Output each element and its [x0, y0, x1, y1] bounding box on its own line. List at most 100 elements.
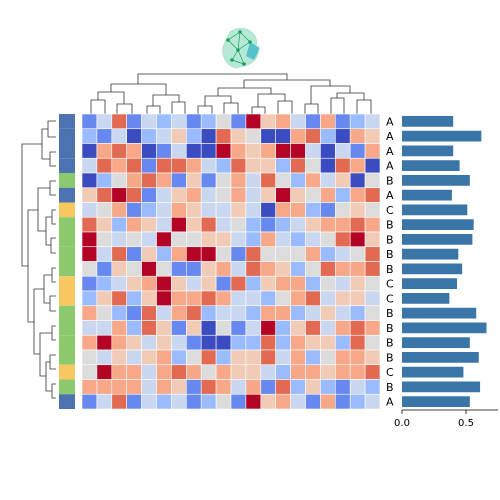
heatmap-cell — [245, 187, 262, 203]
heatmap-cell — [215, 202, 232, 218]
row-label: C — [386, 278, 394, 291]
heatmap-cell — [290, 320, 306, 336]
heatmap-cell — [96, 231, 113, 248]
heatmap-cell — [245, 349, 262, 366]
heatmap-cell — [171, 113, 187, 130]
heatmap-cell — [171, 364, 187, 380]
heatmap-cell — [364, 379, 381, 395]
heatmap-cell — [186, 202, 202, 218]
heatmap-cell — [245, 393, 262, 410]
heatmap-cell — [171, 261, 187, 277]
heatmap-cell — [334, 216, 351, 233]
heatmap-cell — [290, 305, 306, 321]
row-color-cell — [59, 261, 75, 277]
heatmap-cell — [141, 202, 157, 218]
heatmap-cell — [334, 187, 351, 203]
heatmap-cell — [334, 113, 351, 130]
row-label: B — [386, 219, 394, 232]
heatmap-cell — [230, 364, 247, 380]
row-color-cell — [59, 232, 75, 247]
heatmap-cell — [305, 113, 321, 130]
heatmap-cell — [334, 246, 351, 262]
heatmap-cell — [81, 157, 98, 174]
heatmap-cell — [245, 231, 262, 248]
heatmap-cell — [349, 275, 366, 292]
heatmap-cell — [96, 143, 113, 159]
heatmap-cell — [245, 157, 262, 174]
heatmap-cell — [126, 364, 142, 380]
heatmap-cell — [156, 393, 172, 410]
heatmap-cell — [305, 231, 321, 248]
heatmap-cell — [349, 157, 366, 174]
heatmap-cell — [364, 320, 381, 336]
row-color-cell — [59, 320, 75, 336]
heatmap-cell — [334, 157, 351, 174]
heatmap-cell — [156, 172, 172, 189]
heatmap-cell — [81, 187, 98, 203]
heatmap-cell — [230, 261, 247, 277]
heatmap-cell — [349, 261, 366, 277]
row-color-cell — [59, 394, 75, 409]
row-color-cell — [59, 364, 75, 380]
heatmap-cell — [320, 157, 336, 174]
heatmap-cell — [364, 334, 381, 351]
heatmap-cell — [141, 128, 157, 144]
heatmap-cell — [245, 216, 262, 233]
heatmap-cell — [230, 231, 247, 248]
heatmap-cell — [290, 275, 306, 292]
heatmap-cell — [171, 128, 187, 144]
row-color-cell — [59, 173, 75, 188]
heatmap-cell — [215, 349, 232, 366]
heatmap-cell — [186, 379, 202, 395]
heatmap-cell — [245, 202, 262, 218]
heatmap-cell — [81, 393, 98, 410]
heatmap-cell — [215, 305, 232, 321]
heatmap-cell — [364, 172, 381, 189]
bar-x-axis: 0.0 0.5 — [394, 409, 498, 429]
heatmap-cell — [141, 305, 157, 321]
heatmap-cell — [320, 113, 336, 130]
heatmap-cell — [126, 216, 142, 233]
heatmap-cell — [81, 349, 98, 366]
heatmap-cell — [81, 246, 98, 262]
heatmap-cell — [320, 128, 336, 144]
row-label: B — [386, 233, 394, 246]
heatmap-cell — [171, 143, 187, 159]
heatmap-cell — [96, 172, 113, 189]
row-label: A — [386, 396, 394, 409]
heatmap-cell — [349, 379, 366, 395]
row-label: A — [386, 189, 394, 202]
heatmap-cell — [171, 379, 187, 395]
row-label: B — [386, 351, 394, 364]
heatmap-cell — [260, 305, 276, 321]
heatmap-cell — [215, 157, 232, 174]
heatmap-cell — [126, 157, 142, 174]
heatmap-cell — [334, 202, 351, 218]
bar-axis-tick-label: 0.5 — [458, 418, 474, 429]
heatmap-cell — [200, 320, 217, 336]
heatmap-cell — [260, 172, 276, 189]
heatmap-cell — [334, 393, 351, 410]
heatmap-cell — [186, 128, 202, 144]
heatmap-cell — [305, 128, 321, 144]
heatmap-cell — [156, 128, 172, 144]
heatmap-cell — [334, 143, 351, 159]
heatmap-cell — [275, 143, 291, 159]
heatmap-cell — [96, 216, 113, 233]
heatmap-cell — [290, 290, 306, 307]
heatmap-cell — [96, 305, 113, 321]
heatmap-cell — [171, 349, 187, 366]
heatmap-cell — [126, 320, 142, 336]
heatmap-cell — [275, 379, 291, 395]
heatmap-cell — [96, 113, 113, 130]
heatmap-cell — [200, 172, 217, 189]
heatmap-cell — [156, 113, 172, 130]
row-label: B — [386, 307, 394, 320]
heatmap-cell — [171, 290, 187, 307]
heatmap-cell — [186, 320, 202, 336]
heatmap-cell — [290, 393, 306, 410]
heatmap-cell — [186, 113, 202, 130]
heatmap-cell — [364, 261, 381, 277]
heatmap-cell — [215, 113, 232, 130]
heatmap-cell — [230, 275, 247, 292]
